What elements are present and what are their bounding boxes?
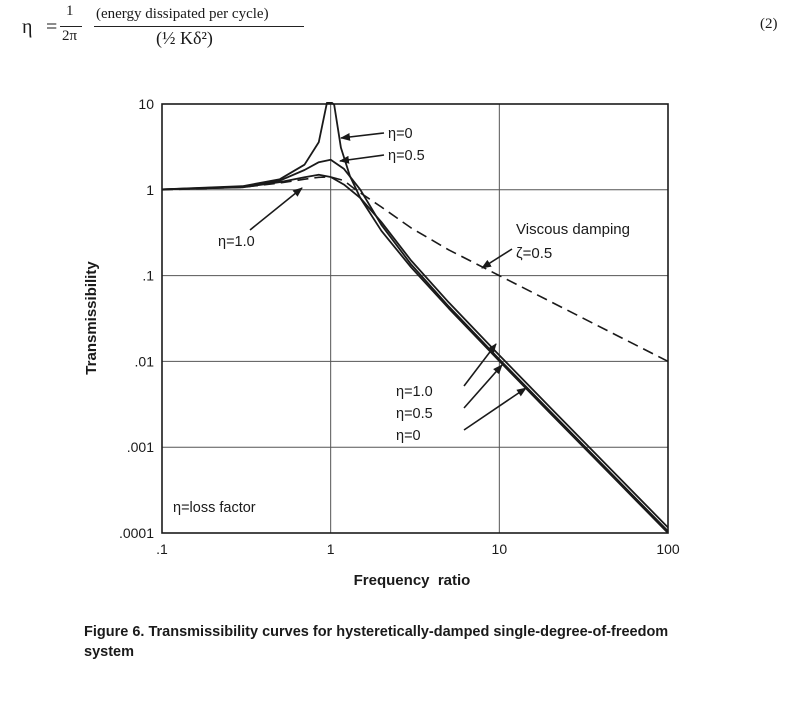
y-tick-label: .01 [135,353,155,369]
annotation-label: Viscous damping [516,221,630,238]
equation-denominator: (½ Kδ²) [156,28,213,48]
y-axis-label: Transmissibility [83,261,100,375]
annotation-label: η=0 [388,126,413,142]
annotation-arrow [463,343,497,387]
x-tick-label: 1 [327,541,335,557]
series-line-0 [162,102,668,533]
annotation-arrow [481,248,513,269]
equation-number: (2) [760,16,778,32]
y-tick-label: 1 [146,182,154,198]
transmissibility-chart: .1 1 10 100 10 1 .1 .01 .001 .0001 η=0 η=0.5 η=1.0 V… [83,96,680,589]
equation-coefficient-denominator: 2π [62,28,78,44]
series-line-2 [162,173,668,529]
chart-annotations: η=0 η=0.5 η=1.0 Viscous damping ζ=0.5 η=1.0 η=… [173,126,630,516]
annotation-label: η=1.0 [218,234,255,250]
annotation-arrow [340,132,385,141]
annotation-label: η=0.5 [388,148,425,164]
axis-ticks: .1 1 10 100 10 1 .1 .01 .001 .0001 [119,96,680,557]
series-line-1 [162,158,668,532]
annotation-arrow [463,387,527,431]
annotation-arrow [463,364,503,409]
series-line-3 [162,176,668,363]
y-tick-label: 10 [138,96,154,112]
y-tick-label: .0001 [119,525,154,541]
equation-coefficient-numerator: 1 [66,3,74,19]
coefficient-fraction-bar [60,26,82,27]
loss-factor-equation: η = 1 2π (energy dissipated per cycle) (… [0,0,800,80]
annotation-label: η=loss factor [173,500,256,516]
main-fraction-bar [94,26,304,27]
plot-frame [161,103,669,534]
annotation-arrow [249,187,303,231]
equation-equals: = [46,16,58,38]
figure-caption: Figure 6. Transmissibility curves for hy… [84,624,669,660]
annotation-label: η=1.0 [396,384,433,400]
x-tick-label: 100 [656,541,680,557]
annotation-arrow [339,154,385,164]
equation-numerator: (energy dissipated per cycle) [96,6,269,22]
annotation-label: η=0 [396,428,421,444]
annotation-label: ζ=0.5 [516,245,552,262]
x-axis-label: Frequency ratio [354,572,471,589]
y-tick-label: .001 [127,439,154,455]
x-tick-label: 10 [492,541,508,557]
chart-grid [161,103,669,534]
x-tick-label: .1 [156,541,168,557]
equation-lhs: η [22,16,33,38]
y-tick-label: .1 [142,268,154,284]
chart-series [162,102,668,533]
annotation-label: η=0.5 [396,406,433,422]
